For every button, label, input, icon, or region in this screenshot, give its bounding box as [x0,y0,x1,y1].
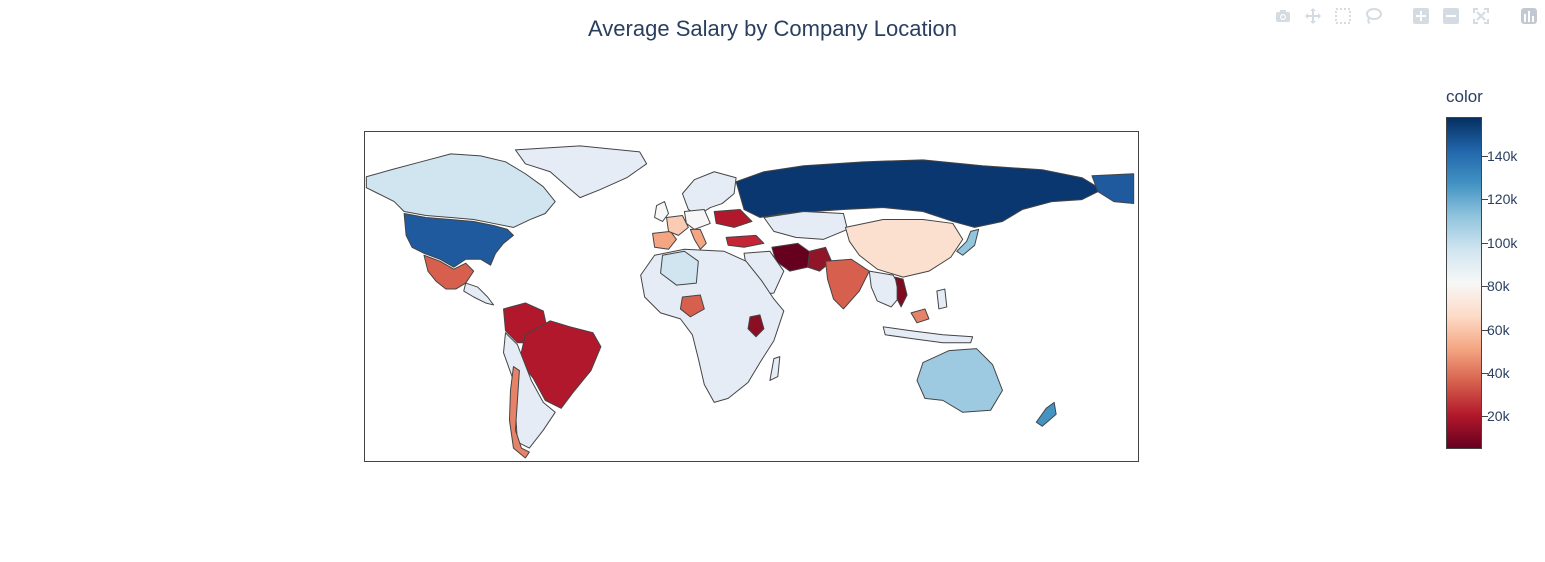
world-map[interactable] [365,132,1138,461]
country-spain[interactable] [652,230,677,250]
country-germany[interactable] [683,209,711,230]
country-ukraine[interactable] [713,209,753,228]
country-brazil[interactable] [518,320,602,409]
geo-map-frame[interactable] [364,131,1139,462]
colorbar-tick [1482,373,1488,375]
country-italy[interactable] [689,228,707,250]
colorbar-tick-label: 40k [1487,365,1510,382]
country-turkey[interactable] [725,234,765,248]
country-japan[interactable] [956,228,980,256]
colorbar-tick-label: 120k [1487,191,1518,208]
colorbar-tick-label: 60k [1487,321,1510,338]
colorbar-tick [1482,156,1488,158]
colorbar-tick [1482,416,1488,418]
country-united-states[interactable] [403,213,514,268]
country-malaysia[interactable] [910,308,930,324]
country-france[interactable] [666,214,689,236]
box-select-icon[interactable] [1331,4,1355,28]
reset-icon[interactable] [1469,4,1493,28]
country-africa[interactable] [640,248,785,403]
country-india[interactable] [825,258,870,310]
country-greenland[interactable] [514,145,648,199]
country-russia-east[interactable] [1091,173,1135,205]
country-central-america[interactable] [463,282,495,306]
pan-icon[interactable] [1301,4,1325,28]
plotly-logo-icon[interactable] [1517,4,1541,28]
camera-icon[interactable] [1271,4,1295,28]
colorbar-title: color [1446,87,1483,106]
country-indonesia[interactable] [882,326,974,344]
country-canada[interactable] [365,153,556,228]
country-southeast-asia[interactable] [868,270,904,308]
country-new-zealand[interactable] [1035,401,1057,427]
country-philippines[interactable] [936,288,948,310]
country-kenya[interactable] [747,314,765,338]
colorbar-tick [1482,329,1488,331]
colorbar-tick-label: 20k [1487,408,1510,425]
country-kazakhstan[interactable] [763,211,848,240]
colorbar-tick [1482,286,1488,288]
country-nigeria[interactable] [679,294,705,318]
country-chile[interactable] [508,366,530,459]
colorbar-tick-label: 80k [1487,278,1510,295]
country-china[interactable] [844,218,964,278]
country-united-kingdom[interactable] [654,201,670,222]
colorbar-tick [1482,199,1488,201]
country-scandinavia[interactable] [681,171,737,216]
colorbar-tick-label: 140k [1487,148,1518,165]
chart-title: Average Salary by Company Location [588,16,957,41]
country-vietnam[interactable] [894,276,908,308]
country-algeria[interactable] [660,250,699,286]
colorbar-tick [1482,242,1488,244]
colorbar-gradient [1446,117,1482,449]
modebar [1271,4,1541,28]
zoom-out-icon[interactable] [1439,4,1463,28]
zoom-in-icon[interactable] [1409,4,1433,28]
lasso-select-icon[interactable] [1361,4,1385,28]
country-australia[interactable] [916,348,1003,413]
country-madagascar[interactable] [769,356,781,381]
colorbar-tick-label: 100k [1487,234,1518,251]
